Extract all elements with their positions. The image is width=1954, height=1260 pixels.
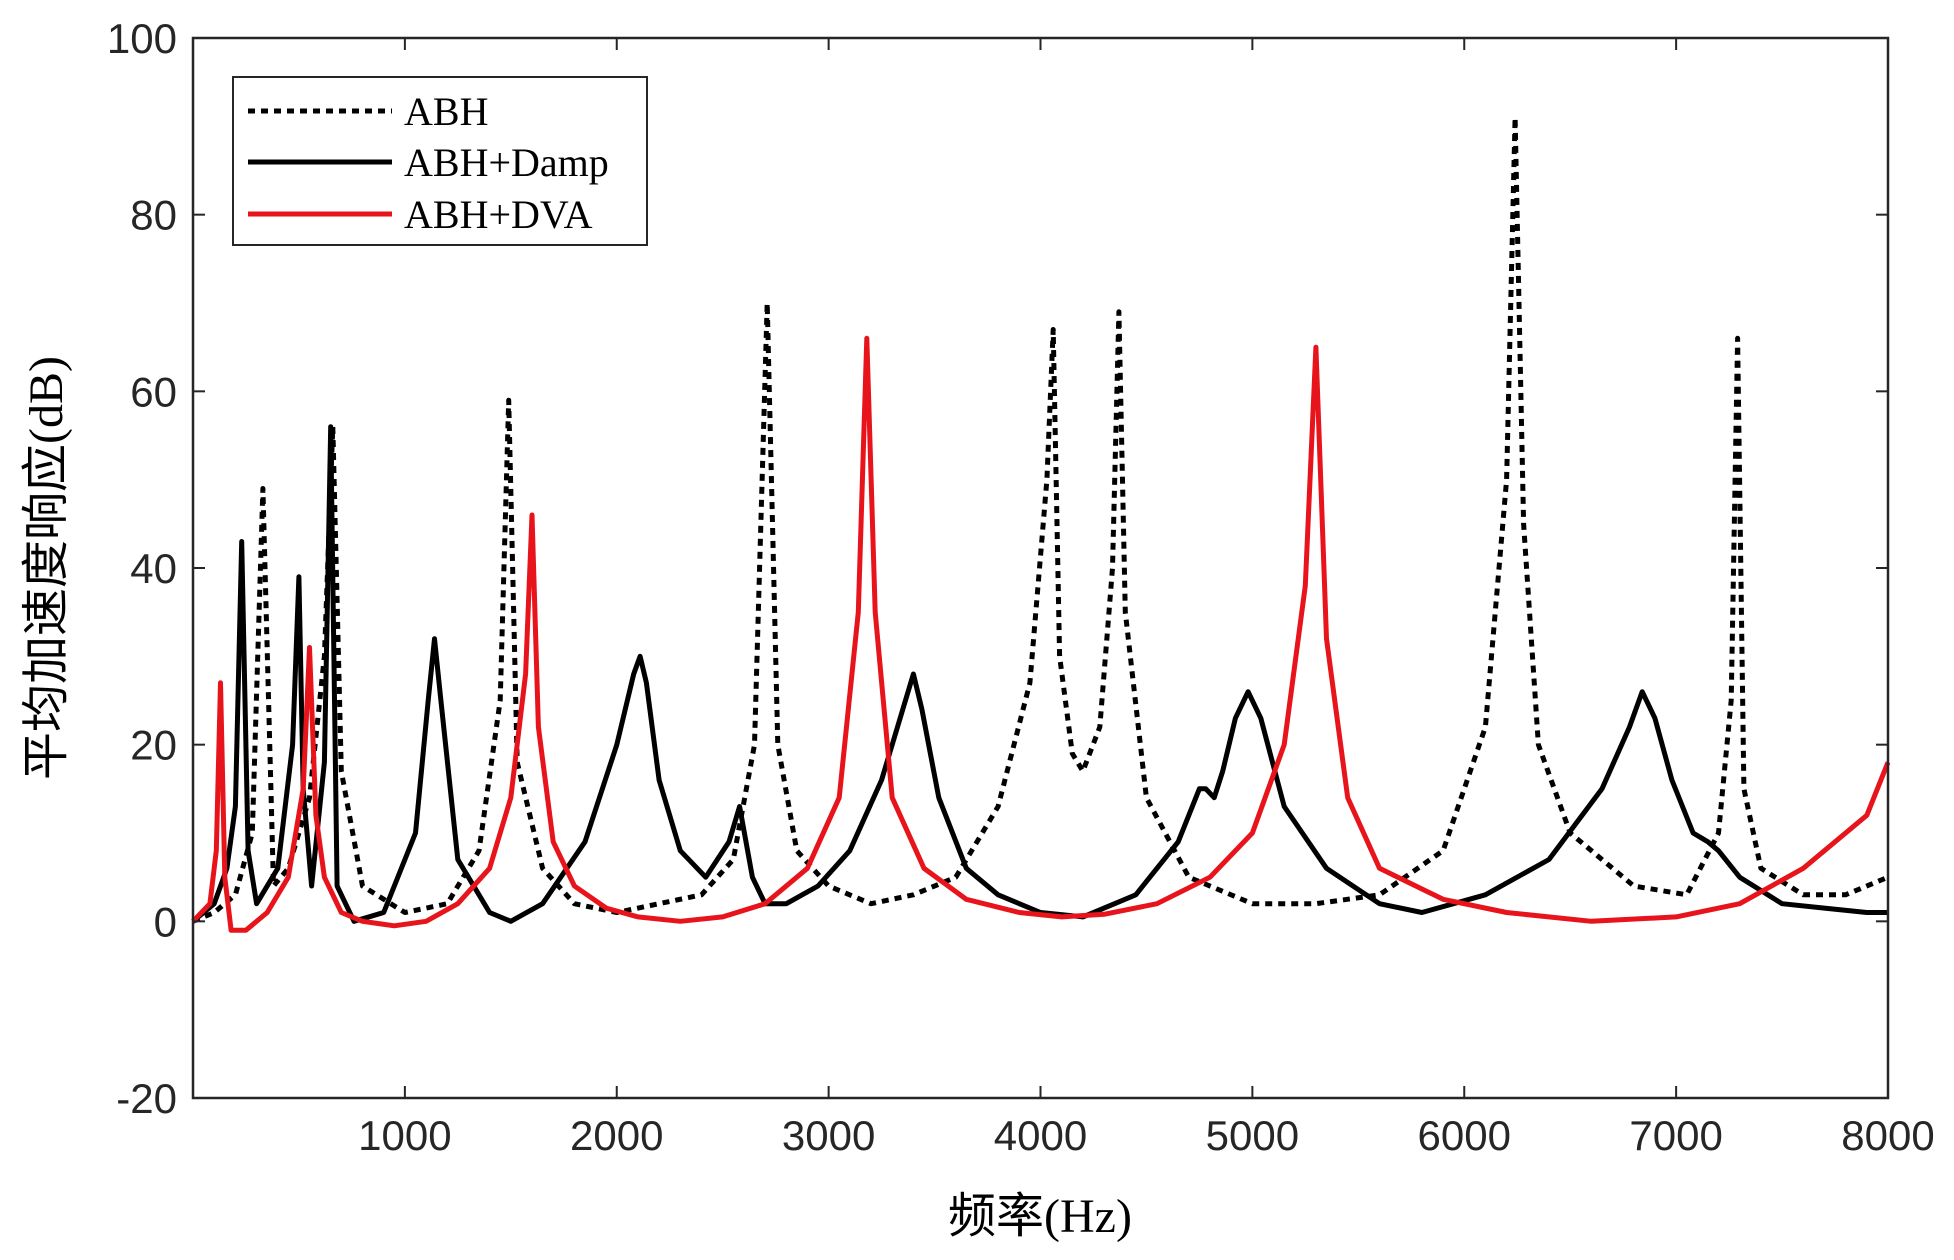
y-tick-label-100: 100 xyxy=(107,15,177,62)
y-tick-label-80: 80 xyxy=(130,192,177,239)
series-line-abh-dva xyxy=(191,335,1891,933)
y-tick-label-40: 40 xyxy=(130,545,177,592)
x-tick-label-1000: 1000 xyxy=(358,1112,451,1159)
y-tick-label-60: 60 xyxy=(130,368,177,415)
y-tick-label-0: 0 xyxy=(154,898,177,945)
x-axis-title: 频率(Hz) xyxy=(948,1190,1132,1243)
x-tick-label-2000: 2000 xyxy=(570,1112,663,1159)
x-tick-label-6000: 6000 xyxy=(1418,1112,1511,1159)
legend-label-abh-damp: ABH+Damp xyxy=(404,140,609,185)
x-tick-label-8000: 8000 xyxy=(1841,1112,1934,1159)
series-layer xyxy=(191,115,1891,933)
y-axis-title: 平均加速度响应(dB) xyxy=(20,356,73,780)
legend-label-abh: ABH xyxy=(404,89,488,134)
series-line-abh xyxy=(192,115,1889,924)
series-line-abh-damp xyxy=(191,424,1888,924)
y-tick-label-20: 20 xyxy=(130,722,177,769)
ticks-layer: 1000 2000 3000 4000 5000 6000 7000 8000 -20 0 20 40… xyxy=(107,15,1935,1159)
x-tick-label-7000: 7000 xyxy=(1629,1112,1722,1159)
legend: ABH ABH+Damp ABH+DVA xyxy=(232,76,648,246)
x-tick-label-4000: 4000 xyxy=(994,1112,1087,1159)
y-tick-label--20: -20 xyxy=(116,1075,177,1122)
legend-label-abh-dva: ABH+DVA xyxy=(404,192,593,237)
x-tick-label-5000: 5000 xyxy=(1206,1112,1299,1159)
x-tick-label-3000: 3000 xyxy=(782,1112,875,1159)
